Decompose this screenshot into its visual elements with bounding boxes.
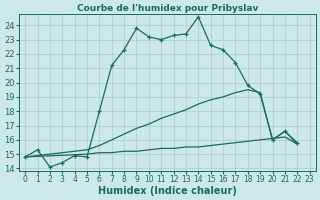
Title: Courbe de l'humidex pour Pribyslav: Courbe de l'humidex pour Pribyslav — [77, 4, 258, 13]
X-axis label: Humidex (Indice chaleur): Humidex (Indice chaleur) — [98, 186, 237, 196]
